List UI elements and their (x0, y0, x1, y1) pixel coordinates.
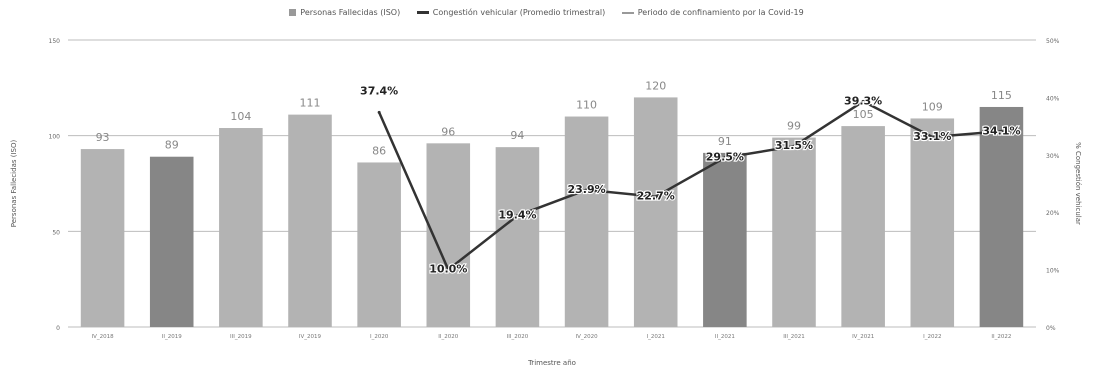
bar-value-label: 99 (787, 120, 801, 133)
line-point (999, 129, 1003, 133)
x-tick-label: III_2019 (230, 334, 252, 340)
covid-legend-swatch (621, 11, 634, 14)
x-tick-label: IV_2020 (576, 334, 599, 340)
line-value-label: 10.0% (429, 263, 467, 276)
x-tick-label: I_2020 (370, 334, 389, 340)
bar-value-label: 93 (96, 131, 110, 144)
line-point (515, 214, 519, 218)
bar-value-label: 96 (441, 125, 455, 138)
bar-legend-swatch (289, 9, 297, 16)
bar (495, 147, 540, 327)
y-tick-label: 0 (56, 325, 60, 332)
bar-value-label: 111 (300, 97, 321, 110)
line-point (654, 195, 658, 199)
bar (219, 128, 263, 327)
line-value-label: 31.5% (775, 139, 813, 152)
y2-tick-label: 30% (1046, 153, 1060, 160)
bar-value-label: 94 (510, 129, 524, 142)
line-value-label: 23.9% (567, 183, 605, 196)
bar (288, 114, 332, 328)
bar (841, 126, 885, 327)
y-tick-label: 150 (49, 38, 61, 45)
bar (772, 137, 816, 327)
line-point (377, 110, 381, 114)
bar-value-label: 91 (718, 135, 732, 148)
y2-tick-label: 10% (1046, 268, 1060, 275)
y2-tick-label: 20% (1046, 210, 1060, 217)
bar (80, 149, 125, 327)
bar (633, 97, 678, 328)
line-value-label: 37.4% (360, 84, 398, 97)
legend-bars-label: Personas Fallecidas (ISO) (300, 8, 401, 17)
grid-layer (68, 39, 1036, 328)
axis-layer: 0 50 100 150 0% 10% 20% 30% 40% 50% IV_2018 II_2019… (10, 38, 1082, 367)
line-value-label: 29.5% (706, 151, 744, 164)
label-layer: 93 89 104 111 86 96 94 110 120 91 99 105 109 115 37.4%… (96, 79, 1022, 276)
line-point (723, 156, 727, 160)
line-layer (377, 99, 1003, 272)
legend-item-bars: Personas Fallecidas (ISO) (289, 8, 400, 17)
x-tick-label: I_2021 (647, 334, 665, 340)
x-tick-label: II_2019 (162, 334, 182, 340)
bar (703, 152, 747, 327)
bar (910, 118, 955, 328)
bar-layer (80, 97, 1024, 328)
y-tick-label: 50 (52, 229, 60, 236)
y-tick-label: 100 (49, 134, 61, 141)
line-point (792, 144, 796, 148)
x-tick-label: IV_2018 (92, 334, 115, 340)
bar-value-label: 115 (991, 89, 1012, 102)
x-tick-label: IV_2019 (299, 334, 322, 340)
line-point (446, 268, 450, 272)
y2-tick-label: 0% (1046, 325, 1056, 332)
line-value-label: 33.1% (913, 130, 951, 143)
x-tick-label: III_2021 (783, 334, 805, 340)
x-tick-label: IV_2021 (852, 334, 874, 340)
bar-value-label: 89 (165, 139, 179, 152)
x-tick-label: III_2020 (507, 334, 529, 340)
legend-item-line: Congestión vehicular (Promedio trimestra… (416, 8, 606, 17)
bar-value-label: 86 (372, 144, 386, 157)
legend-item-covid: Periodo de confinamiento por la Covid-19 (621, 8, 804, 17)
legend-line-label: Congestión vehicular (Promedio trimestra… (432, 8, 606, 17)
x-tick-label: II_2022 (991, 334, 1011, 340)
legend: Personas Fallecidas (ISO) Congestión veh… (0, 8, 1093, 17)
x-tick-label: II_2020 (438, 334, 458, 340)
line-value-label: 19.4% (498, 209, 536, 222)
y-axis-label: Personas Fallecidas (ISO) (10, 140, 18, 228)
x-axis-label: Trimestre año (527, 359, 576, 367)
line-value-label: 39.3% (844, 94, 882, 107)
x-tick-label: I_2022 (923, 334, 941, 340)
bar (564, 116, 609, 328)
x-tick-label: II_2021 (715, 334, 735, 340)
bar-value-label: 104 (230, 110, 251, 123)
bar-value-label: 105 (853, 108, 874, 121)
bar (979, 106, 1024, 327)
bar (357, 162, 401, 327)
bar (149, 156, 194, 327)
line-point (861, 99, 865, 103)
y2-tick-label: 50% (1046, 38, 1060, 45)
congestion-line (377, 100, 1002, 271)
legend-covid-label: Periodo de confinamiento por la Covid-19 (637, 8, 804, 17)
line-legend-swatch (416, 11, 429, 14)
line-point (585, 188, 589, 192)
line-value-label: 22.7% (637, 190, 675, 203)
line-point (930, 135, 934, 139)
bar-value-label: 110 (576, 99, 597, 112)
bar-value-label: 120 (645, 79, 666, 92)
bar-value-label: 109 (922, 100, 943, 113)
line-value-label: 34.1% (982, 124, 1020, 137)
y2-tick-label: 40% (1046, 95, 1060, 102)
y2-axis-label: % Congestión vehicular (1074, 142, 1082, 225)
